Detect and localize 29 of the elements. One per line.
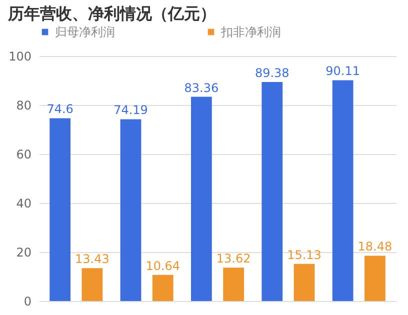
legend-label: 归母净利润 [55, 25, 115, 39]
bar [152, 274, 174, 301]
y-tick-label: 100 [8, 50, 32, 64]
legend-label: 扣非净利润 [220, 25, 281, 39]
y-tick-label: 40 [16, 196, 32, 210]
bar [364, 256, 386, 301]
data-label: 13.62 [216, 252, 251, 266]
data-label: 74.19 [114, 103, 148, 118]
bar [262, 82, 283, 301]
chart-title: 历年营收、净利情况（亿元） [7, 4, 216, 23]
y-tick-label: 80 [16, 98, 32, 112]
data-label: 13.43 [75, 252, 110, 266]
data-label: 89.38 [254, 66, 290, 80]
y-tick-label: 20 [16, 246, 32, 260]
bar [294, 264, 315, 301]
data-label: 15.13 [287, 248, 322, 262]
data-label: 10.64 [146, 258, 180, 273]
data-label: 90.11 [326, 64, 360, 78]
data-label: 18.48 [358, 240, 392, 254]
bar [82, 268, 103, 301]
y-tick-label: 0 [24, 294, 32, 308]
bar [223, 268, 244, 301]
bar [50, 118, 70, 301]
bar [120, 119, 142, 301]
data-label: 83.36 [184, 80, 219, 95]
data-label: 74.6 [46, 102, 74, 116]
bar [190, 96, 212, 301]
y-tick-label: 60 [16, 148, 32, 162]
bar [332, 80, 354, 301]
